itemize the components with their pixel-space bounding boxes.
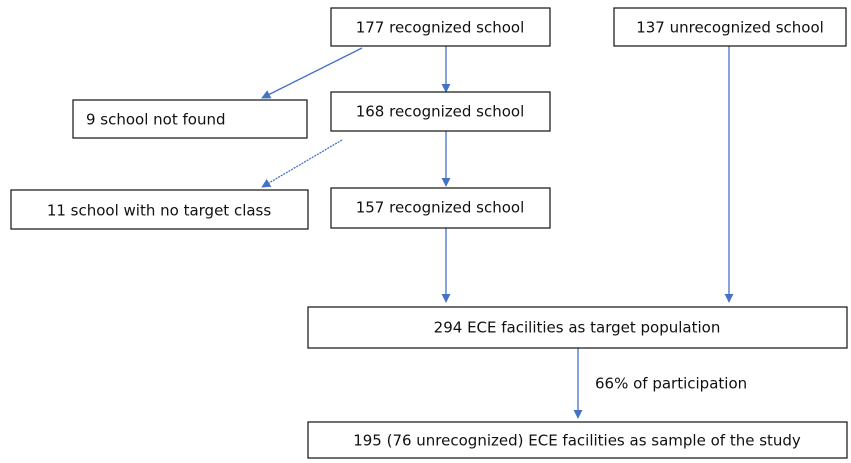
arrow: [261, 47, 363, 99]
node: 177 recognized school: [330, 7, 551, 47]
node-label: 9 school not found: [86, 111, 226, 129]
node-label: 177 recognized school: [356, 19, 525, 37]
node-label: 195 (76 unrecognized) ECE facilities as …: [353, 432, 801, 450]
node: 195 (76 unrecognized) ECE facilities as …: [307, 421, 848, 459]
node: 294 ECE facilities as target population: [307, 306, 848, 349]
node: 137 unrecognized school: [613, 7, 847, 47]
node: 157 recognized school: [330, 187, 551, 229]
node-label: 157 recognized school: [356, 199, 525, 217]
edge-label: 66% of participation: [595, 375, 747, 393]
node: 9 school not found: [72, 99, 308, 139]
node: 168 recognized school: [330, 91, 551, 132]
node-label: 168 recognized school: [356, 103, 525, 121]
node-label: 11 school with no target class: [47, 202, 272, 220]
node-label: 294 ECE facilities as target population: [434, 319, 721, 337]
node: 11 school with no target class: [10, 189, 309, 230]
arrow: [261, 139, 343, 188]
node-label: 137 unrecognized school: [636, 19, 824, 37]
